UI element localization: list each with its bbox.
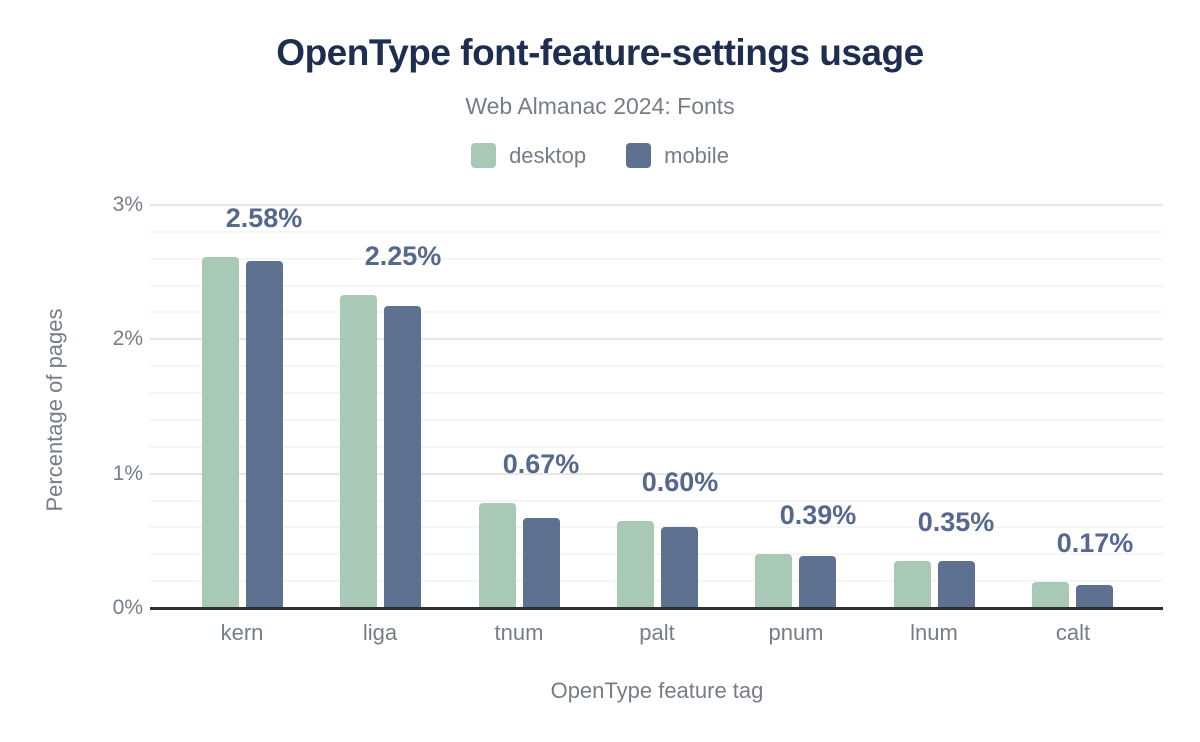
gridline-minor (150, 392, 1163, 394)
gridline-minor (150, 258, 1163, 260)
bar-mobile-palt (661, 527, 698, 608)
bar-mobile-calt (1076, 585, 1113, 608)
bar-desktop-lnum (894, 561, 931, 608)
bar-desktop-kern (202, 257, 239, 608)
chart-subtitle: Web Almanac 2024: Fonts (465, 93, 735, 119)
x-axis-title: OpenType feature tag (550, 678, 764, 703)
legend: desktop mobile (0, 141, 1200, 169)
value-label-pnum: 0.39% (779, 500, 857, 530)
legend-label-mobile: mobile (664, 142, 729, 168)
gridline-minor (150, 553, 1163, 555)
value-label-liga: 2.25% (364, 241, 442, 271)
gridline-minor (150, 311, 1163, 313)
y-tick-label: 3% (112, 193, 143, 216)
chart-title: OpenType font-feature-settings usage (276, 32, 924, 73)
gridline-minor (150, 365, 1163, 367)
gridline-major (150, 473, 1163, 475)
x-tick-label-kern: kern (220, 620, 264, 645)
gridline-major (150, 338, 1163, 340)
legend-label-desktop: desktop (509, 142, 587, 168)
legend-item-mobile: mobile (626, 142, 729, 168)
legend-item-desktop: desktop (471, 142, 587, 168)
bar-mobile-lnum (938, 561, 975, 608)
bar-mobile-tnum (523, 518, 560, 608)
y-axis-title: Percentage of pages (42, 308, 67, 512)
bar-mobile-pnum (799, 556, 836, 608)
gridline-major (150, 204, 1163, 206)
gridline-minor (150, 446, 1163, 448)
x-tick-label-lnum: lnum (910, 620, 958, 645)
bar-mobile-liga (384, 306, 421, 608)
x-axis-line (150, 607, 1163, 610)
mobile-swatch-icon (626, 142, 652, 168)
bar-desktop-calt (1032, 582, 1069, 608)
bar-mobile-kern (246, 261, 283, 608)
value-label-kern: 2.58% (225, 203, 303, 233)
value-label-lnum: 0.35% (917, 507, 995, 537)
gridline-minor (150, 500, 1163, 502)
gridline-minor (150, 231, 1163, 233)
gridline-minor (150, 285, 1163, 287)
value-label-tnum: 0.67% (502, 449, 580, 479)
gridline-minor (150, 526, 1163, 528)
bar-desktop-liga (340, 295, 377, 608)
gridline-minor (150, 580, 1163, 582)
y-tick-label: 2% (112, 327, 143, 350)
x-tick-label-calt: calt (1055, 620, 1091, 645)
bar-desktop-tnum (479, 503, 516, 608)
x-tick-label-palt: palt (639, 620, 675, 645)
x-tick-label-pnum: pnum (768, 620, 824, 645)
bar-desktop-palt (617, 521, 654, 608)
desktop-swatch-icon (471, 142, 497, 168)
gridline-minor (150, 419, 1163, 421)
value-label-palt: 0.60% (641, 467, 719, 497)
value-label-calt: 0.17% (1056, 528, 1134, 558)
y-tick-label: 1% (112, 462, 143, 485)
x-tick-label-tnum: tnum (494, 620, 544, 645)
x-tick-label-liga: liga (362, 620, 398, 645)
bar-desktop-pnum (755, 554, 792, 608)
y-tick-label: 0% (112, 596, 143, 619)
